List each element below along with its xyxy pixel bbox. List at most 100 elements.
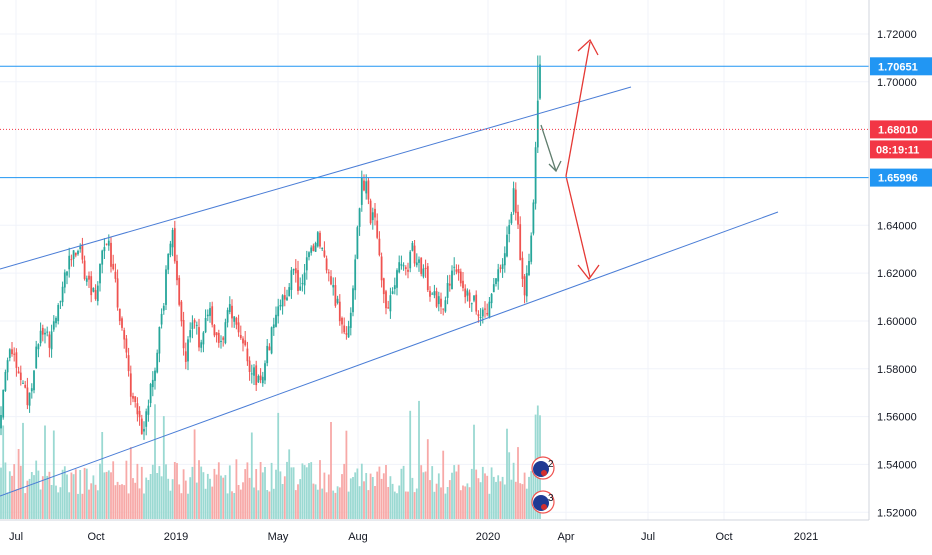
volume-bar [519, 483, 522, 519]
candle-body [338, 301, 341, 322]
volume-bar [24, 493, 27, 519]
volume-bar [0, 467, 2, 519]
volume-bar [222, 477, 225, 519]
candle-body [92, 287, 95, 292]
volume-bar [510, 479, 513, 519]
candle-body [433, 291, 436, 296]
volume-bar [380, 478, 383, 519]
candle-body [198, 327, 200, 348]
volume-bar [81, 493, 84, 519]
candle-body [33, 370, 35, 391]
volume-bar [424, 471, 427, 519]
candle-body [136, 403, 139, 415]
volume-bar [272, 488, 275, 519]
candle-body [455, 269, 458, 272]
volume-bar [110, 472, 112, 519]
candle-body [462, 280, 464, 289]
volume-bar [453, 465, 456, 519]
candle-body [503, 253, 506, 266]
volume-bar [127, 493, 130, 519]
volume-bar [52, 430, 55, 519]
price-badge [870, 120, 932, 139]
candle-body [59, 301, 62, 303]
candle-body [448, 283, 451, 286]
volume-bar [2, 425, 5, 519]
volume-bar [255, 469, 258, 519]
candle-body [402, 265, 405, 267]
candle-body [521, 257, 524, 279]
volume-bar [354, 472, 357, 519]
volume-bar [514, 481, 517, 519]
candle-body [446, 283, 449, 298]
candle-body [492, 284, 495, 293]
candle-body [360, 177, 363, 205]
candle-body [48, 334, 51, 348]
gray-arrow[interactable] [540, 124, 557, 172]
volume-bar [371, 477, 374, 519]
volume-bar [268, 491, 271, 519]
volume-bar [429, 480, 431, 519]
y-tick-label: 1.62000 [877, 268, 917, 280]
volume-bar [501, 476, 504, 519]
candle-body [431, 293, 434, 295]
volume-bar [413, 492, 416, 519]
candle-body [442, 308, 445, 310]
volume-bar [250, 432, 253, 519]
candle-body [235, 317, 238, 325]
volume-bar [431, 466, 434, 519]
volume-bar [459, 490, 462, 519]
event-marker[interactable]: 2 [531, 456, 555, 480]
price-axis[interactable]: 1.72000 1.70000 1.64000 1.62000 1.60000 1.580… [877, 29, 917, 519]
x-tick-label: Apr [557, 531, 574, 543]
candle-body [365, 181, 368, 194]
candle-body [118, 308, 121, 322]
candle-body [39, 330, 42, 344]
candle-body [481, 309, 484, 317]
candle-body [70, 259, 73, 261]
lower-channel-line[interactable] [0, 211, 779, 497]
candle-body [167, 253, 170, 270]
volume-bar [464, 486, 467, 519]
volume-bar [125, 460, 128, 519]
volume-bar [508, 452, 511, 519]
volume-bar [63, 466, 66, 519]
candle-body [189, 330, 192, 338]
x-tick-label: May [268, 531, 289, 543]
candle-body [292, 269, 295, 271]
candle-body [468, 292, 471, 302]
candle-body [202, 332, 205, 345]
volume-bar [33, 475, 35, 519]
volume-bar [369, 473, 372, 519]
volume-bar [407, 491, 409, 519]
candle-body [239, 335, 242, 339]
volume-bar [129, 447, 132, 519]
volume-bar [275, 469, 277, 519]
red-arrow-up[interactable] [565, 41, 591, 177]
volume-bar [59, 487, 62, 519]
candle-body [191, 322, 194, 329]
time-axis[interactable]: Jul Oct 2019 May Aug 2020 Apr Jul Oct 2021 [9, 531, 818, 543]
candle-body [6, 360, 9, 373]
event-marker[interactable]: 3 [531, 490, 555, 514]
volume-bar [462, 485, 464, 519]
volume-bar [72, 474, 75, 519]
candle-body [143, 428, 145, 432]
volume-bar [332, 490, 335, 519]
volume-bar [30, 472, 33, 519]
candle-body [534, 147, 537, 204]
candle-body [473, 295, 475, 301]
candle-body [444, 300, 447, 312]
candle-body [259, 375, 262, 381]
candle-body [501, 264, 504, 269]
candle-body [308, 252, 310, 258]
y-tick-label: 1.52000 [877, 507, 917, 519]
volume-bar [270, 462, 273, 519]
volume-bar [264, 467, 266, 519]
candle-body [334, 285, 337, 306]
x-tick-label: 2019 [164, 531, 188, 543]
candle-body [224, 322, 227, 344]
red-arrow-down[interactable] [565, 175, 591, 278]
x-tick-label: 2021 [794, 531, 818, 543]
